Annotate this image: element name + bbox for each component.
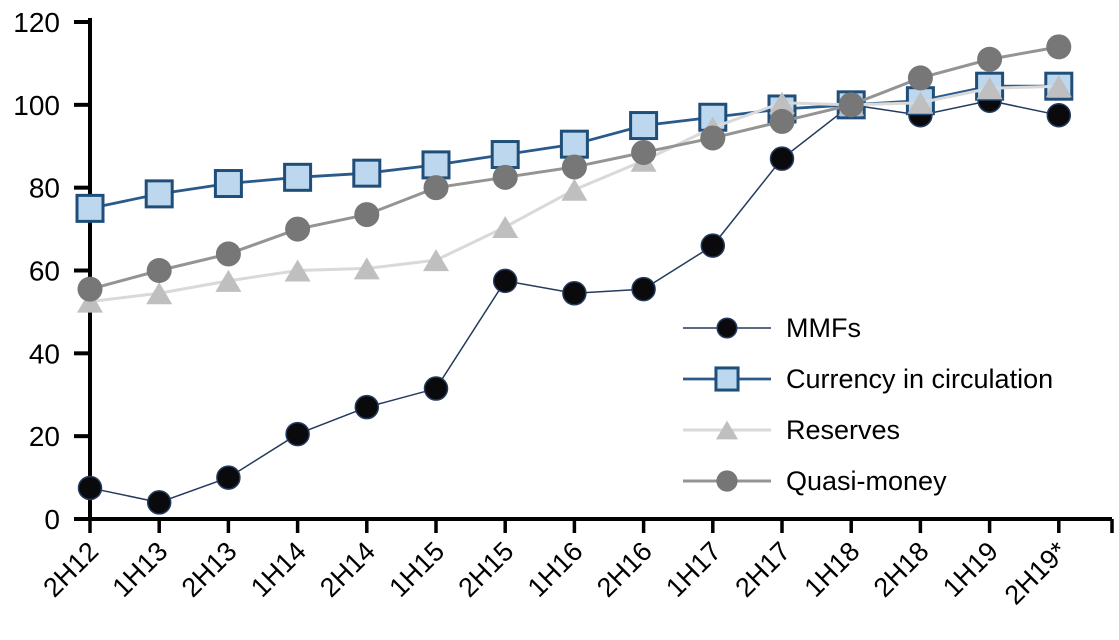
- circle-marker-icon: [769, 146, 795, 171]
- y-tick-label: 20: [29, 421, 60, 452]
- y-tick-label: 120: [13, 7, 60, 38]
- x-tick-label: 2H18: [868, 536, 935, 603]
- triangle-marker-icon: [1045, 75, 1072, 98]
- x-tick-label: 1H14: [245, 536, 312, 603]
- x-tick-label: 1H13: [107, 536, 174, 603]
- circle-marker-icon: [769, 108, 795, 134]
- circle-marker-icon: [1046, 102, 1072, 128]
- x-tick-label: 1H19: [937, 536, 1004, 603]
- circle-marker-icon: [561, 154, 587, 180]
- square-marker-icon: [559, 129, 589, 159]
- x-tick-label: 2H14: [314, 536, 381, 603]
- triangle-marker-icon: [976, 77, 1003, 100]
- series-mmfs: [77, 88, 1072, 515]
- circle-marker-icon: [215, 241, 241, 267]
- square-marker-icon: [421, 150, 451, 180]
- x-tick-label: 2H13: [176, 536, 243, 603]
- x-tick-label: 1H16: [522, 536, 589, 603]
- circle-marker-icon: [216, 465, 241, 490]
- square-marker-icon: [283, 162, 313, 192]
- series-reserves: [77, 75, 1072, 313]
- y-tick-label: 40: [29, 338, 60, 369]
- legend-item-mmfs: MMFs: [683, 313, 861, 343]
- series-quasi-money: [77, 34, 1072, 302]
- y-tick-label: 100: [13, 90, 60, 121]
- circle-marker-icon: [354, 394, 380, 420]
- circle-marker-icon: [977, 46, 1003, 72]
- circle-marker-icon: [838, 92, 864, 118]
- square-marker-icon: [213, 169, 243, 199]
- circle-marker-icon: [631, 139, 657, 165]
- square-marker-icon: [144, 179, 174, 209]
- circle-marker-icon: [1046, 34, 1072, 60]
- circle-marker-icon: [285, 216, 311, 242]
- square-marker-icon: [629, 111, 659, 141]
- circle-marker-icon: [562, 281, 587, 306]
- square-marker-icon: [714, 366, 740, 392]
- circle-marker-icon: [700, 233, 726, 258]
- circle-marker-icon: [492, 164, 518, 190]
- circle-marker-icon: [492, 268, 518, 294]
- legend-item-currency-in-circulation: Currency in circulation: [683, 364, 1053, 394]
- triangle-marker-icon: [715, 420, 739, 440]
- triangle-marker-icon: [423, 249, 449, 272]
- triangle-marker-icon: [284, 259, 311, 282]
- circle-marker-icon: [77, 475, 103, 501]
- y-tick-label: 0: [44, 504, 60, 535]
- circle-marker-icon: [146, 490, 172, 515]
- legend-label: MMFs: [786, 313, 861, 343]
- circle-marker-icon: [631, 276, 656, 302]
- circle-marker-icon: [285, 421, 310, 447]
- triangle-marker-icon: [492, 216, 519, 239]
- x-tick-label: 2H16: [591, 536, 658, 603]
- triangle-marker-icon: [353, 257, 380, 280]
- legend-label: Currency in circulation: [786, 364, 1053, 394]
- legend-label: Quasi-money: [786, 466, 947, 496]
- circle-marker-icon: [146, 258, 172, 283]
- circle-marker-icon: [423, 376, 449, 401]
- square-marker-icon: [490, 140, 520, 170]
- triangle-marker-icon: [769, 91, 795, 114]
- triangle-marker-icon: [907, 91, 934, 114]
- legend-item-reserves: Reserves: [683, 415, 900, 445]
- circle-marker-icon: [354, 202, 380, 228]
- x-tick-label: 2H17: [729, 536, 796, 603]
- x-tick-label: 2H12: [37, 536, 104, 603]
- x-tick-label: 2H19*: [999, 536, 1074, 611]
- circle-marker-icon: [716, 317, 738, 339]
- y-tick-label: 80: [29, 173, 60, 204]
- x-tick-label: 2H15: [453, 536, 520, 603]
- triangle-marker-icon: [215, 269, 242, 292]
- square-marker-icon: [352, 158, 382, 188]
- circle-marker-icon: [700, 125, 726, 151]
- square-marker-icon: [75, 193, 105, 223]
- triangle-marker-icon: [561, 178, 588, 201]
- triangle-marker-icon: [146, 282, 173, 305]
- circle-marker-icon: [423, 175, 449, 201]
- x-tick-label: 1H17: [660, 536, 727, 603]
- legend-item-quasi-money: Quasi-money: [683, 466, 947, 496]
- x-tick-label: 1H18: [799, 536, 866, 603]
- x-tick-label: 1H15: [383, 536, 450, 603]
- circle-marker-icon: [77, 276, 103, 302]
- y-tick-label: 60: [29, 256, 60, 287]
- circle-marker-icon: [716, 470, 738, 492]
- circle-marker-icon: [907, 65, 933, 91]
- legend-label: Reserves: [786, 415, 900, 445]
- legend: MMFs Currency in circulation Reserves Quasi…: [683, 313, 1053, 496]
